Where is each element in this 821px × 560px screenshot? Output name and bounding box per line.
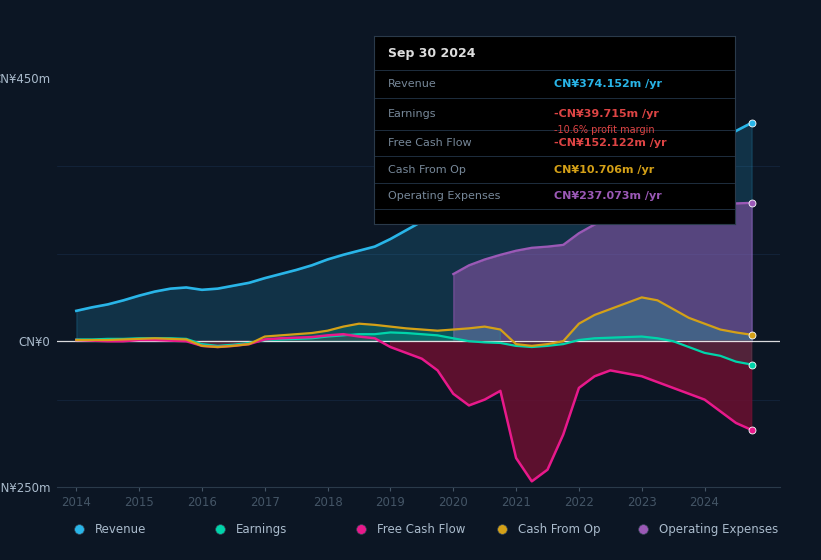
Text: Free Cash Flow: Free Cash Flow [388,138,471,148]
Text: Operating Expenses: Operating Expenses [388,191,500,201]
Text: Free Cash Flow: Free Cash Flow [377,523,466,536]
Text: -CN¥152.122m /yr: -CN¥152.122m /yr [554,138,667,148]
Text: Cash From Op: Cash From Op [518,523,600,536]
Text: Earnings: Earnings [236,523,287,536]
Text: Earnings: Earnings [388,109,437,119]
Text: -CN¥39.715m /yr: -CN¥39.715m /yr [554,109,659,119]
Text: Cash From Op: Cash From Op [388,165,466,175]
Text: Revenue: Revenue [95,523,146,536]
Text: CN¥10.706m /yr: CN¥10.706m /yr [554,165,654,175]
Text: CN¥237.073m /yr: CN¥237.073m /yr [554,191,662,201]
Text: Operating Expenses: Operating Expenses [658,523,777,536]
Text: CN¥374.152m /yr: CN¥374.152m /yr [554,79,663,89]
Text: Sep 30 2024: Sep 30 2024 [388,47,475,60]
Text: -10.6% profit margin: -10.6% profit margin [554,125,655,135]
Text: Revenue: Revenue [388,79,437,89]
